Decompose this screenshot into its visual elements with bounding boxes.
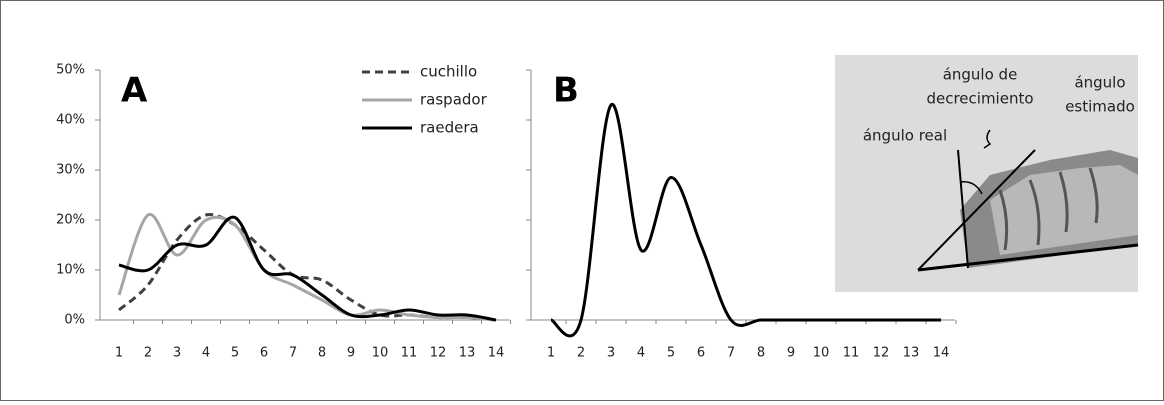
y-tick-label: 10% xyxy=(56,263,85,278)
x-tick-label: 14 xyxy=(488,346,505,361)
legend-label: cuchillo xyxy=(420,63,477,81)
x-tick-label: 1 xyxy=(547,346,555,361)
panel-label: A xyxy=(121,71,148,111)
x-tick-label: 14 xyxy=(933,346,950,361)
annotation: decrecimiento xyxy=(926,90,1033,108)
x-tick-label: 8 xyxy=(757,346,765,361)
y-tick-label: 0% xyxy=(64,313,85,328)
x-tick-label: 13 xyxy=(903,346,920,361)
x-tick-label: 12 xyxy=(873,346,890,361)
x-tick-label: 4 xyxy=(202,346,210,361)
x-tick-label: 7 xyxy=(727,346,735,361)
x-tick-label: 1 xyxy=(115,346,123,361)
series-line xyxy=(118,215,497,322)
x-tick-label: 4 xyxy=(637,346,645,361)
y-tick-label: 50% xyxy=(56,63,85,78)
x-tick-label: 10 xyxy=(372,346,389,361)
x-tick-label: 11 xyxy=(401,346,418,361)
annotation: ángulo real xyxy=(863,127,947,145)
series-line xyxy=(117,213,497,322)
x-tick-label: 13 xyxy=(459,346,476,361)
x-tick-label: 12 xyxy=(430,346,447,361)
series-line xyxy=(550,103,941,338)
x-tick-label: 2 xyxy=(577,346,585,361)
annotation: estimado xyxy=(1065,98,1135,116)
x-tick-label: 11 xyxy=(843,346,860,361)
x-tick-label: 7 xyxy=(289,346,297,361)
x-tick-label: 2 xyxy=(144,346,152,361)
x-tick-label: 3 xyxy=(607,346,615,361)
annotation: ángulo de xyxy=(943,66,1018,84)
y-tick-label: 40% xyxy=(56,113,85,128)
legend-label: raspador xyxy=(420,91,488,109)
x-tick-label: 9 xyxy=(787,346,795,361)
x-tick-label: 8 xyxy=(318,346,326,361)
panel-label: B xyxy=(553,71,579,111)
x-tick-label: 9 xyxy=(347,346,355,361)
x-tick-label: 5 xyxy=(667,346,675,361)
annotation: ángulo xyxy=(1074,74,1125,92)
inset-photo xyxy=(835,55,1139,292)
x-tick-label: 6 xyxy=(697,346,705,361)
y-tick-label: 30% xyxy=(56,163,85,178)
x-tick-label: 10 xyxy=(813,346,830,361)
y-tick-label: 20% xyxy=(56,213,85,228)
x-tick-label: 3 xyxy=(173,346,181,361)
x-tick-label: 6 xyxy=(260,346,268,361)
x-tick-label: 5 xyxy=(231,346,239,361)
legend-label: raedera xyxy=(420,119,479,137)
